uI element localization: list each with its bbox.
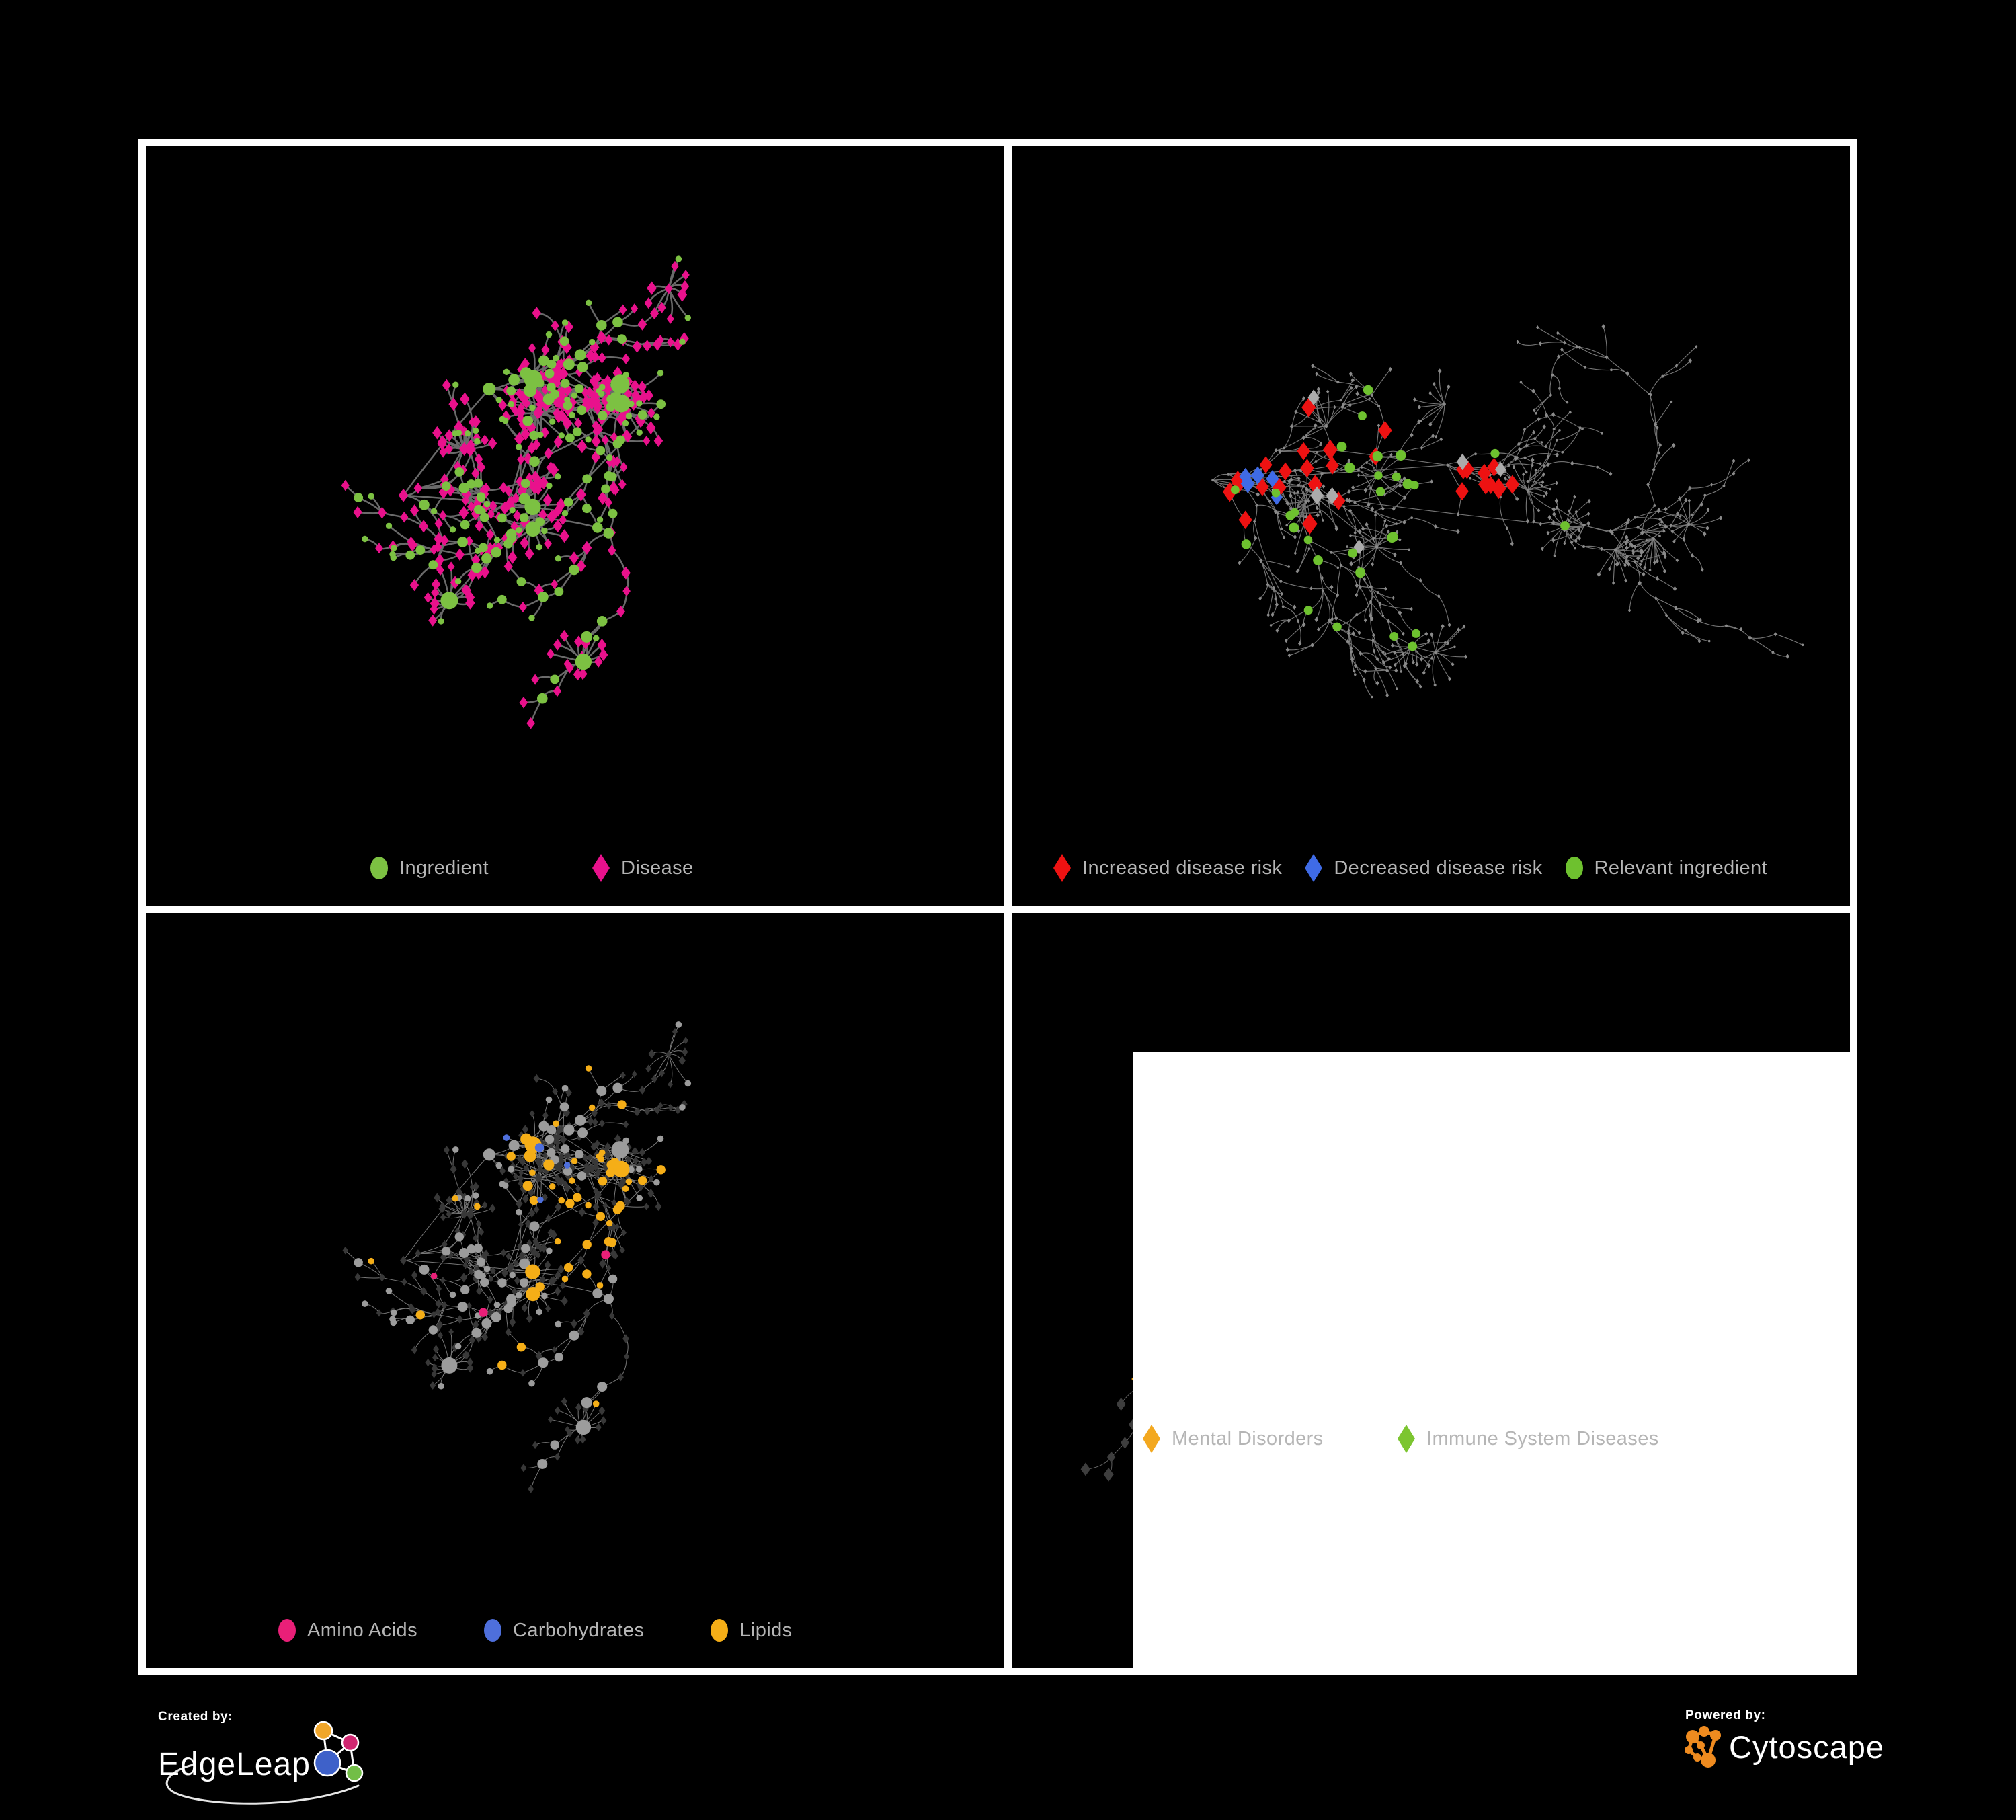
legend-item-increased-disease-risk: Increased disease risk [1051,853,1282,883]
legend-item-immune-system-diseases: Immune System Diseases [1395,1424,1850,1454]
diamond-swatch-icon [1053,854,1071,882]
legend-label: Immune System Diseases [1426,1427,1659,1450]
edgeleap-network-icon [313,1721,364,1782]
edgeleap-wordmark: EdgeLeap [158,1747,311,1782]
legend-item-ingredient: Ingredient [368,853,489,883]
circle-swatch-icon [278,1619,296,1642]
circle-swatch-icon [711,1619,729,1642]
legend-item-mental-disorders: Mental Disorders [1140,1424,1387,1454]
edgeleap-logo: EdgeLeap [158,1721,364,1805]
legend-label: Ingredient [399,857,489,879]
legend-label: Carbohydrates [512,1619,645,1641]
created-by-label: Created by: [158,1710,233,1724]
panel-ingredient-disease: Ingredient Disease [146,146,1004,906]
cytoscape-logo: Cytoscape [1683,1725,1884,1768]
network-grid: Ingredient Disease Increased disease risk… [138,139,1857,1675]
diamond-swatch-icon [1143,1425,1160,1453]
legend-label: Disease [621,857,694,879]
legend-item-disease: Disease [590,853,694,883]
powered-by-label: Powered by: [1685,1708,1766,1723]
legend-disease-risk: Increased disease risk Decreased disease … [1051,853,1767,883]
legend-ingredient-disease: Ingredient Disease [368,853,694,883]
legend-label: Amino Acids [307,1619,417,1641]
legend-label: Relevant ingredient [1594,857,1768,879]
legend-item-amino-acids: Amino Acids [276,1616,417,1645]
circle-swatch-icon [1565,857,1583,879]
circle-swatch-icon [483,1619,501,1642]
legend-item-lipids: Lipids [708,1616,792,1645]
network-nutrient-classes [342,1021,692,1493]
diamond-swatch-icon [1305,854,1323,882]
legend-item-carbohydrates: Carbohydrates [481,1616,644,1645]
legend-nutrient-classes: Amino Acids Carbohydrates Lipids [276,1616,793,1645]
cytoscape-network-icon [1685,1726,1721,1768]
network-ingredient-disease [341,255,691,729]
cytoscape-wordmark: Cytoscape [1729,1729,1885,1765]
legend-label: Decreased disease risk [1334,857,1543,879]
legend-label: Lipids [739,1619,793,1641]
panel-disease-risk: Increased disease risk Decreased disease … [1012,146,1850,906]
diamond-swatch-icon [1398,1425,1415,1453]
network-disease-risk [1211,324,1804,699]
legend-item-relevant-ingredient: Relevant ingredient [1563,853,1767,883]
diamond-swatch-icon [592,854,610,882]
edgeleap-swoosh [165,1764,360,1805]
legend-item-decreased-disease-risk: Decreased disease risk [1302,853,1542,883]
panel-nutrient-classes: Amino Acids Carbohydrates Lipids [146,913,1004,1668]
circle-swatch-icon [370,857,388,879]
legend-label: Mental Disorders [1172,1427,1324,1450]
legend-label: Increased disease risk [1082,857,1283,879]
